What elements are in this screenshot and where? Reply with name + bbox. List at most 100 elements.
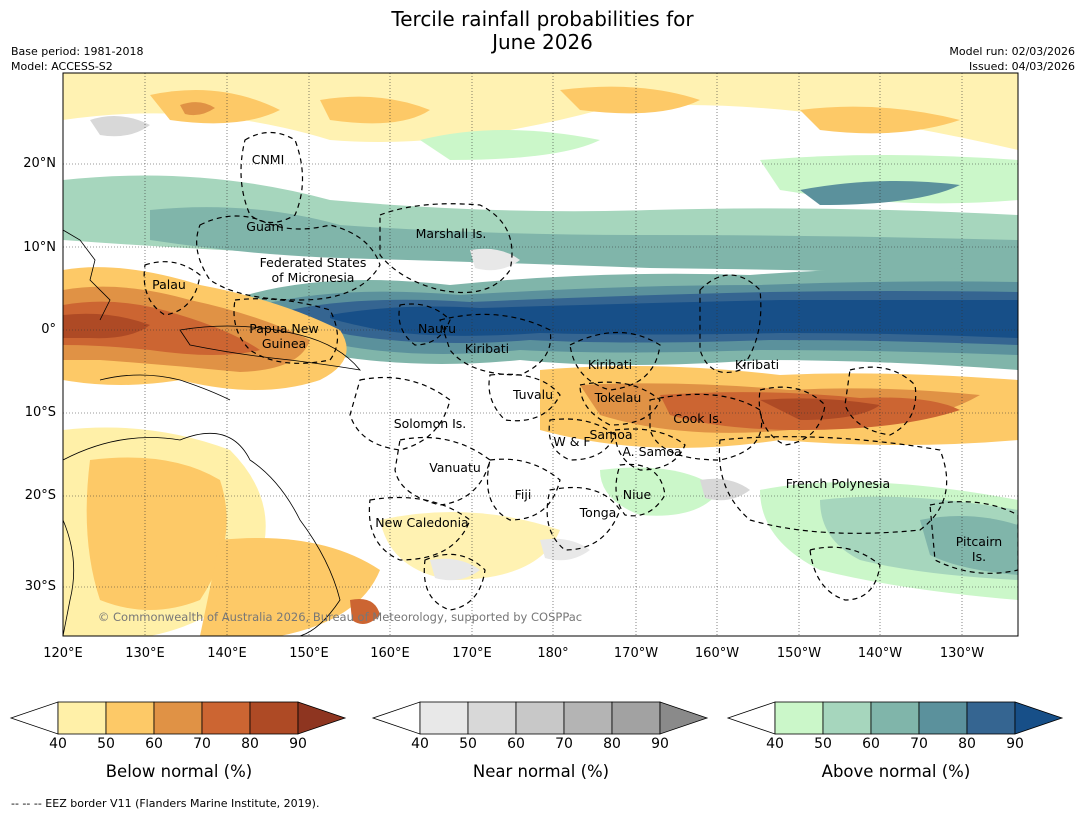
region-label: Nauru bbox=[418, 321, 456, 336]
region-label: Solomon Is. bbox=[394, 416, 467, 431]
region-label: Palau bbox=[152, 277, 186, 292]
lon-label: 140°E bbox=[207, 646, 247, 661]
colorbar-swatch bbox=[966, 701, 1016, 735]
colorbar-swatch bbox=[57, 701, 107, 735]
region-label: Niue bbox=[623, 487, 652, 502]
region-label: Samoa bbox=[589, 427, 632, 442]
model-name: Model: ACCESS-S2 bbox=[11, 60, 113, 73]
eez-borders bbox=[143, 131, 1018, 611]
colorbar-swatch bbox=[870, 701, 920, 735]
colorbar-above bbox=[726, 701, 1064, 735]
lon-label: 160°E bbox=[370, 646, 410, 661]
lat-label: 10°N bbox=[23, 240, 56, 255]
colorbar-tick-label: 70 bbox=[910, 736, 928, 752]
colorbar-tick-label: 90 bbox=[1006, 736, 1024, 752]
colorbar-extend-low bbox=[371, 701, 421, 735]
region-label: Federated States bbox=[260, 255, 367, 270]
region-label: Tuvalu bbox=[512, 387, 553, 402]
colorbar-swatch bbox=[467, 701, 517, 735]
colorbar-tick-label: 80 bbox=[603, 736, 621, 752]
region-label: Guam bbox=[246, 219, 283, 234]
lat-label: 20°N bbox=[23, 156, 56, 171]
lat-label: 10°S bbox=[24, 405, 56, 420]
region-label: Cook Is. bbox=[673, 411, 722, 426]
region-label: Tokelau bbox=[594, 390, 642, 405]
meta-left: Base period: 1981-2018 Model: ACCESS-S2 bbox=[11, 44, 143, 74]
colorbar-swatch bbox=[611, 701, 661, 735]
colorbar-tick-label: 60 bbox=[507, 736, 525, 752]
region-label: Kiribati bbox=[588, 357, 632, 372]
colorbar-swatch bbox=[201, 701, 251, 735]
copyright-notice: © Commonwealth of Australia 2026, Bureau… bbox=[98, 610, 582, 624]
lon-label: 140°W bbox=[857, 646, 903, 661]
region-label: New Caledonia bbox=[375, 515, 468, 530]
lat-label: 20°S bbox=[24, 488, 56, 503]
colorbar-swatch bbox=[774, 701, 824, 735]
map-title: Tercile rainfall probabilities for June … bbox=[0, 8, 1085, 54]
colorbar-tick-label: 70 bbox=[193, 736, 211, 752]
region-label: Papua New bbox=[249, 321, 318, 336]
lon-label: 170°E bbox=[452, 646, 492, 661]
issued-date: Issued: 04/03/2026 bbox=[968, 60, 1075, 73]
colorbar-tick-label: 40 bbox=[49, 736, 67, 752]
region-label: Vanuatu bbox=[429, 460, 481, 475]
lon-label: 170°W bbox=[613, 646, 659, 661]
colorbar-tick-label: 40 bbox=[411, 736, 429, 752]
region-label: Is. bbox=[972, 549, 986, 564]
map-frame bbox=[62, 72, 1019, 637]
region-labels: CNMI Guam Marshall Is. Federated States … bbox=[98, 152, 1002, 624]
colorbar-swatch bbox=[515, 701, 565, 735]
colorbar-tick-label: 90 bbox=[651, 736, 669, 752]
title-line-2: June 2026 bbox=[492, 30, 593, 54]
lat-label: 30°S bbox=[24, 579, 56, 594]
region-label: of Micronesia bbox=[272, 270, 355, 285]
colorbar-swatch bbox=[918, 701, 968, 735]
lon-label: 150°W bbox=[776, 646, 822, 661]
region-label: Kiribati bbox=[465, 341, 509, 356]
map-fill bbox=[63, 73, 1018, 636]
colorbar-title-above: Above normal (%) bbox=[821, 762, 971, 781]
region-label: Fiji bbox=[515, 487, 532, 502]
region-label: Guinea bbox=[262, 336, 306, 351]
colorbar-swatch bbox=[419, 701, 469, 735]
lon-label: 150°E bbox=[289, 646, 329, 661]
colorbar-near bbox=[371, 701, 709, 735]
colorbar-extend-low bbox=[9, 701, 59, 735]
lat-label: 0° bbox=[41, 322, 56, 337]
region-label: W & F bbox=[553, 434, 590, 449]
lon-label: 180° bbox=[537, 646, 569, 661]
base-period: Base period: 1981-2018 bbox=[11, 45, 144, 58]
colorbar-tick-label: 60 bbox=[145, 736, 163, 752]
model-run: Model run: 02/03/2026 bbox=[949, 45, 1075, 58]
lon-label: 130°E bbox=[125, 646, 165, 661]
colorbar-tick-label: 50 bbox=[97, 736, 115, 752]
region-label: Kiribati bbox=[735, 357, 779, 372]
region-label: Pitcairn bbox=[956, 534, 1002, 549]
colorbar-below bbox=[9, 701, 347, 735]
colorbar-tick-label: 90 bbox=[289, 736, 307, 752]
colorbar-swatch bbox=[249, 701, 299, 735]
gridlines bbox=[63, 73, 1018, 636]
meta-right: Model run: 02/03/2026 Issued: 04/03/2026 bbox=[949, 44, 1075, 74]
region-label: French Polynesia bbox=[786, 476, 890, 491]
lon-label: 120°E bbox=[43, 646, 83, 661]
colorbar-tick-label: 70 bbox=[555, 736, 573, 752]
region-label: Marshall Is. bbox=[416, 226, 487, 241]
colorbar-tick-label: 80 bbox=[241, 736, 259, 752]
colorbar-extend-high bbox=[297, 701, 347, 735]
colorbar-tick-label: 50 bbox=[459, 736, 477, 752]
colorbar-extend-low bbox=[726, 701, 776, 735]
colorbar-title-below: Below normal (%) bbox=[105, 762, 253, 781]
colorbar-swatch bbox=[105, 701, 155, 735]
colorbar-tick-label: 60 bbox=[862, 736, 880, 752]
title-line-1: Tercile rainfall probabilities for bbox=[391, 7, 694, 31]
lon-label: 130°W bbox=[939, 646, 985, 661]
region-label: CNMI bbox=[252, 152, 285, 167]
colorbar-swatch bbox=[153, 701, 203, 735]
eez-footnote: -- -- -- EEZ border V11 (Flanders Marine… bbox=[11, 797, 320, 810]
colorbar-swatch bbox=[563, 701, 613, 735]
colorbar-tick-label: 40 bbox=[766, 736, 784, 752]
region-label: A. Samoa bbox=[622, 444, 681, 459]
colorbar-tick-label: 50 bbox=[814, 736, 832, 752]
